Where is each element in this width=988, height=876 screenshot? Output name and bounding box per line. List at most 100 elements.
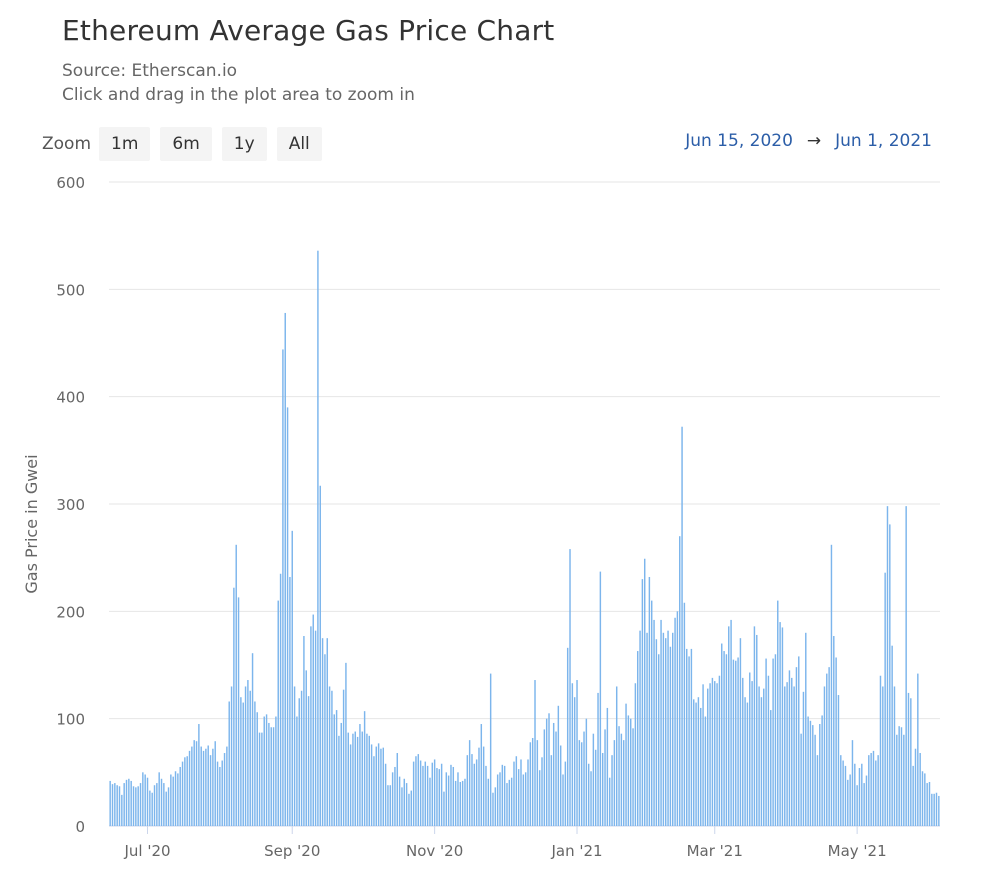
bar[interactable] (471, 754, 473, 826)
bar[interactable] (826, 673, 828, 826)
bar[interactable] (207, 745, 209, 827)
bar[interactable] (650, 600, 653, 826)
zoom-1m-button[interactable]: 1m (99, 127, 151, 161)
bar[interactable] (454, 780, 457, 826)
bar[interactable] (186, 756, 188, 826)
bar[interactable] (667, 630, 669, 826)
bar[interactable] (317, 250, 319, 826)
bar[interactable] (340, 722, 342, 826)
bar[interactable] (377, 743, 380, 826)
bar[interactable] (499, 772, 501, 826)
bar[interactable] (697, 697, 700, 826)
bar[interactable] (877, 755, 879, 826)
bar[interactable] (312, 614, 314, 826)
bar[interactable] (324, 654, 326, 826)
bar[interactable] (356, 736, 359, 826)
bar[interactable] (121, 794, 123, 826)
range-from-date[interactable]: Jun 15, 2020 (685, 131, 793, 151)
bar[interactable] (445, 772, 448, 826)
bar[interactable] (254, 701, 256, 826)
bar[interactable] (674, 617, 676, 826)
bar[interactable] (485, 765, 487, 826)
bar[interactable] (590, 771, 592, 826)
bar[interactable] (191, 746, 193, 826)
bar[interactable] (354, 731, 356, 826)
bar[interactable] (440, 763, 443, 826)
bar[interactable] (833, 636, 835, 826)
bar[interactable] (193, 740, 195, 826)
bar[interactable] (746, 702, 749, 826)
bar[interactable] (814, 734, 816, 826)
bar[interactable] (452, 766, 455, 826)
bar[interactable] (443, 791, 445, 826)
bar[interactable] (837, 695, 840, 826)
bar[interactable] (345, 662, 347, 826)
bar[interactable] (763, 688, 765, 826)
bar[interactable] (545, 718, 548, 826)
bar[interactable] (840, 755, 842, 826)
bar[interactable] (919, 753, 921, 826)
bar[interactable] (728, 626, 730, 826)
bar[interactable] (629, 718, 632, 826)
range-to-date[interactable]: Jun 1, 2021 (835, 131, 932, 151)
bar[interactable] (735, 660, 737, 826)
bar[interactable] (368, 735, 370, 826)
bar[interactable] (326, 638, 328, 826)
bar[interactable] (305, 670, 307, 826)
bar[interactable] (639, 630, 641, 826)
bar[interactable] (405, 783, 408, 826)
bar[interactable] (489, 673, 492, 826)
bar[interactable] (275, 716, 277, 826)
bar[interactable] (282, 349, 284, 826)
bar[interactable] (784, 686, 786, 826)
bar[interactable] (338, 735, 340, 826)
bar[interactable] (319, 485, 321, 826)
bar[interactable] (375, 746, 377, 826)
bar[interactable] (172, 776, 174, 826)
bar[interactable] (391, 772, 394, 826)
bar[interactable] (658, 654, 660, 826)
bar[interactable] (679, 536, 681, 826)
bar[interactable] (571, 683, 574, 826)
bar[interactable] (721, 643, 723, 826)
bar[interactable] (737, 657, 739, 826)
bar[interactable] (933, 793, 935, 826)
bar[interactable] (580, 742, 583, 826)
bar[interactable] (251, 653, 254, 826)
bar-series[interactable] (109, 250, 940, 827)
bar[interactable] (468, 740, 471, 826)
bar[interactable] (636, 651, 639, 826)
bar[interactable] (401, 787, 403, 826)
bar[interactable] (244, 686, 247, 826)
bar[interactable] (800, 733, 802, 826)
bar[interactable] (914, 748, 917, 826)
bar[interactable] (653, 619, 655, 826)
bar[interactable] (622, 740, 625, 826)
bar[interactable] (205, 748, 207, 826)
bar[interactable] (314, 630, 317, 826)
bar[interactable] (935, 792, 938, 826)
bar[interactable] (517, 769, 520, 826)
bar[interactable] (559, 745, 562, 827)
bar[interactable] (903, 734, 905, 826)
bar[interactable] (608, 777, 611, 826)
bar[interactable] (695, 702, 697, 826)
bar[interactable] (569, 549, 571, 826)
bar[interactable] (620, 733, 623, 826)
bar[interactable] (601, 753, 604, 826)
bar[interactable] (926, 783, 928, 826)
bar[interactable] (142, 772, 144, 826)
bar[interactable] (863, 783, 865, 826)
bar[interactable] (718, 675, 721, 826)
bar[interactable] (247, 680, 249, 826)
bar[interactable] (475, 759, 478, 826)
bar[interactable] (767, 675, 770, 826)
bar[interactable] (506, 783, 508, 826)
bar[interactable] (501, 764, 504, 826)
bar[interactable] (209, 755, 212, 826)
bar[interactable] (660, 619, 662, 826)
bar[interactable] (123, 783, 125, 826)
bar[interactable] (672, 632, 674, 826)
bar[interactable] (744, 697, 746, 826)
bar[interactable] (457, 772, 459, 826)
